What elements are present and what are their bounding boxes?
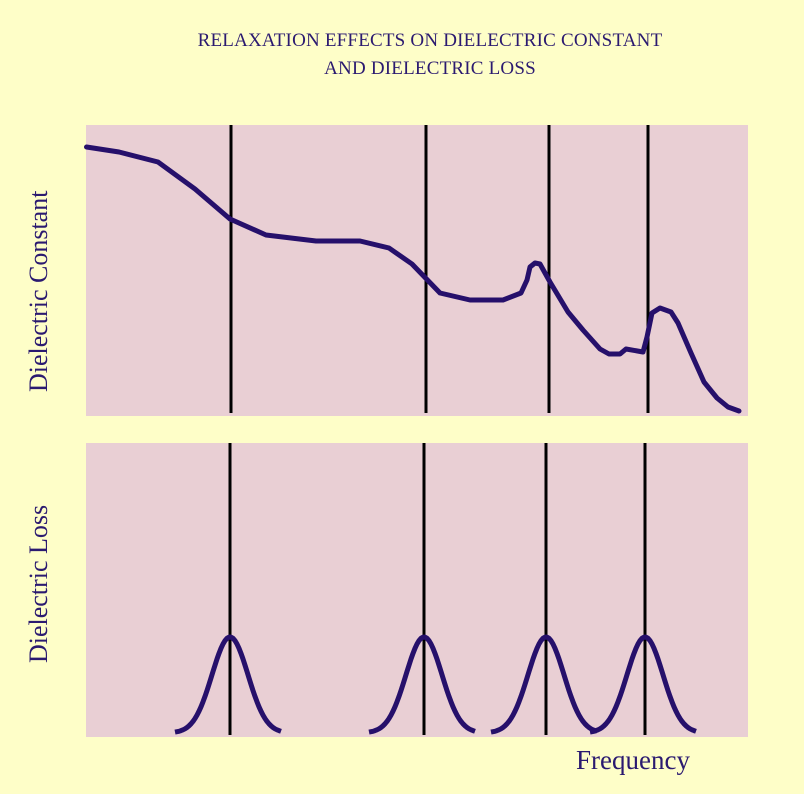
dielectric-constant-label: Dielectric Constant bbox=[24, 190, 53, 392]
dielectric-loss-panel bbox=[86, 443, 748, 737]
title-line-1: RELAXATION EFFECTS ON DIELECTRIC CONSTAN… bbox=[197, 30, 663, 51]
dielectric-constant-curve bbox=[84, 144, 742, 414]
dielectric-loss-label: Dielectric Loss bbox=[24, 504, 53, 663]
loss-peak-1 bbox=[174, 634, 282, 735]
loss-peak-2 bbox=[368, 634, 476, 735]
frequency-label: Frequency bbox=[576, 745, 690, 775]
title-line-2: AND DIELECTRIC LOSS bbox=[324, 58, 536, 79]
loss-peak-3 bbox=[490, 634, 598, 735]
loss-peak-4 bbox=[589, 634, 697, 735]
